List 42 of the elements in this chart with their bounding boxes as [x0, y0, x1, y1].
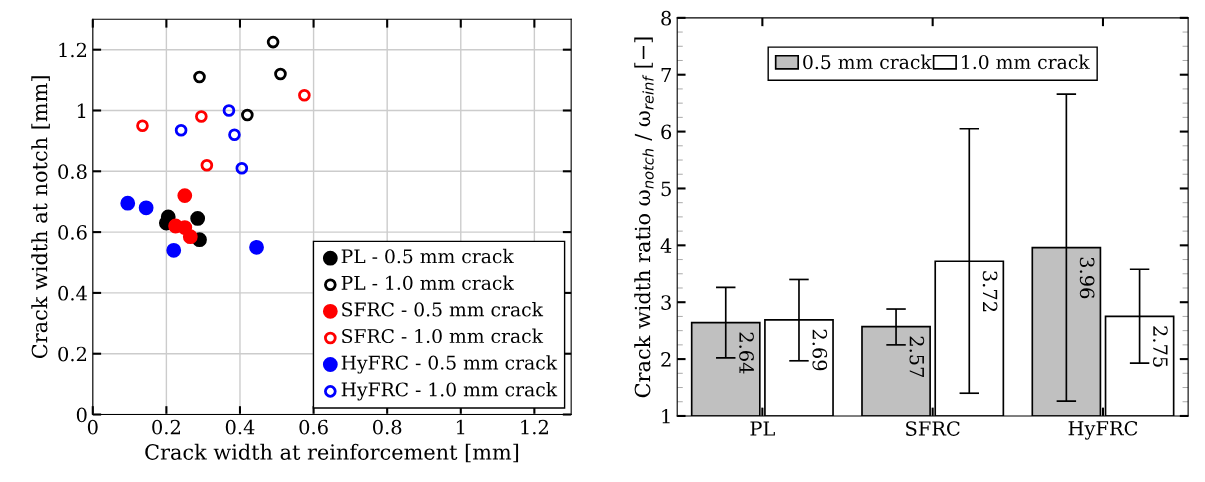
- y-tick-label: 8: [661, 10, 672, 26]
- y-tick-label: 5: [661, 181, 671, 197]
- x-tick-label: 0.4: [225, 419, 255, 435]
- data-label: 2.57: [909, 336, 925, 378]
- x-tick-label: PL: [750, 421, 775, 436]
- y-tick-label: 0.8: [58, 164, 87, 179]
- x-tick-label: SFRC: [906, 421, 960, 436]
- x-tick-label: 0.2: [152, 419, 180, 435]
- y-axis-title: Crack width ratio ω$_{notch}$ / ω$_{reinf}$ [−]: [634, 37, 654, 398]
- y-tick-label: 6: [661, 124, 672, 140]
- y-tick-label: 0.2: [58, 346, 87, 362]
- x-tick-label: 0.8: [373, 419, 402, 435]
- data-label: 3.96: [1079, 257, 1095, 299]
- y-tick-label: 1.2: [59, 42, 87, 58]
- data-label: 3.72: [982, 271, 998, 312]
- x-tick-label: 0.6: [299, 419, 328, 435]
- x-axis-title: Crack width at reinforcement [mm]: [145, 443, 519, 463]
- x-tick-label: HyFRC: [1068, 420, 1138, 440]
- x-tick-label: 1.2: [521, 419, 548, 435]
- x-tick-label: 0: [87, 419, 98, 435]
- y-tick-label: 7: [661, 67, 671, 83]
- y-axis-title: Crack width at notch [mm]: [31, 76, 50, 359]
- y-tick-label: 1: [77, 103, 86, 118]
- y-tick-label: 0.4: [58, 285, 87, 301]
- legend-label: SFRC - 0.5 mm crack: [342, 302, 544, 317]
- data-label: 2.64: [739, 332, 754, 374]
- legend-label: PL - 1.0 mm crack: [341, 275, 514, 290]
- legend-label: 0.5 mm crack: [803, 54, 932, 70]
- y-tick-label: 0: [76, 407, 87, 423]
- x-tick-label: 1: [456, 419, 465, 435]
- legend-label: PL - 0.5 mm crack: [341, 248, 514, 264]
- data-label: 2.75: [1153, 326, 1168, 367]
- data-label: 2.69: [812, 329, 828, 371]
- legend-label: HyFRC - 1.0 mm crack: [341, 382, 558, 401]
- y-tick-label: 4: [660, 238, 672, 253]
- y-tick-label: 3: [661, 295, 671, 310]
- legend-label: HyFRC - 0.5 mm crack: [341, 355, 558, 374]
- y-tick-label: 2: [661, 352, 671, 367]
- y-tick-label: 0.6: [58, 225, 87, 240]
- legend-label: SFRC - 1.0 mm crack: [342, 328, 544, 344]
- y-tick-label: 1: [662, 408, 670, 424]
- legend-label: 1.0 mm crack: [962, 54, 1090, 70]
